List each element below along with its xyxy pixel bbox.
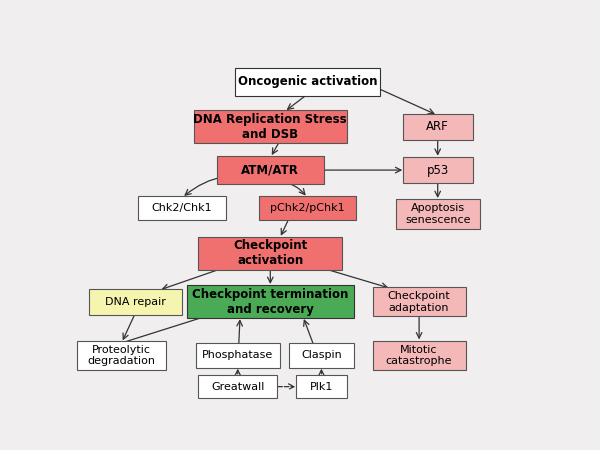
Text: Checkpoint
adaptation: Checkpoint adaptation	[388, 291, 451, 313]
FancyBboxPatch shape	[217, 156, 324, 184]
FancyBboxPatch shape	[138, 196, 226, 220]
Text: Claspin: Claspin	[301, 351, 342, 360]
FancyBboxPatch shape	[403, 157, 473, 183]
FancyBboxPatch shape	[373, 287, 466, 316]
FancyBboxPatch shape	[289, 343, 354, 368]
FancyBboxPatch shape	[198, 375, 277, 398]
Text: p53: p53	[427, 164, 449, 176]
Text: ATM/ATR: ATM/ATR	[241, 164, 299, 176]
Text: pChk2/pChk1: pChk2/pChk1	[270, 203, 345, 213]
FancyBboxPatch shape	[396, 199, 479, 229]
FancyBboxPatch shape	[187, 285, 354, 318]
Text: DNA Replication Stress
and DSB: DNA Replication Stress and DSB	[193, 113, 347, 141]
Text: Proteolytic
degradation: Proteolytic degradation	[88, 345, 155, 366]
FancyBboxPatch shape	[235, 68, 380, 96]
FancyBboxPatch shape	[296, 375, 347, 398]
FancyBboxPatch shape	[373, 341, 466, 370]
Text: DNA repair: DNA repair	[105, 297, 166, 307]
FancyBboxPatch shape	[194, 110, 347, 143]
Text: Phosphatase: Phosphatase	[202, 351, 274, 360]
Text: Apoptosis
senescence: Apoptosis senescence	[405, 203, 470, 225]
Text: Chk2/Chk1: Chk2/Chk1	[152, 203, 212, 213]
Text: Mitotic
catastrophe: Mitotic catastrophe	[386, 345, 452, 366]
FancyBboxPatch shape	[403, 114, 473, 140]
Text: Greatwall: Greatwall	[211, 382, 265, 392]
Text: Checkpoint termination
and recovery: Checkpoint termination and recovery	[192, 288, 349, 316]
FancyBboxPatch shape	[77, 341, 166, 369]
FancyBboxPatch shape	[198, 237, 343, 270]
FancyBboxPatch shape	[89, 289, 182, 315]
FancyBboxPatch shape	[259, 196, 356, 220]
Text: Oncogenic activation: Oncogenic activation	[238, 75, 377, 88]
Text: Checkpoint
activation: Checkpoint activation	[233, 239, 307, 267]
Text: ARF: ARF	[427, 120, 449, 133]
FancyBboxPatch shape	[196, 343, 280, 368]
Text: Plk1: Plk1	[310, 382, 333, 392]
